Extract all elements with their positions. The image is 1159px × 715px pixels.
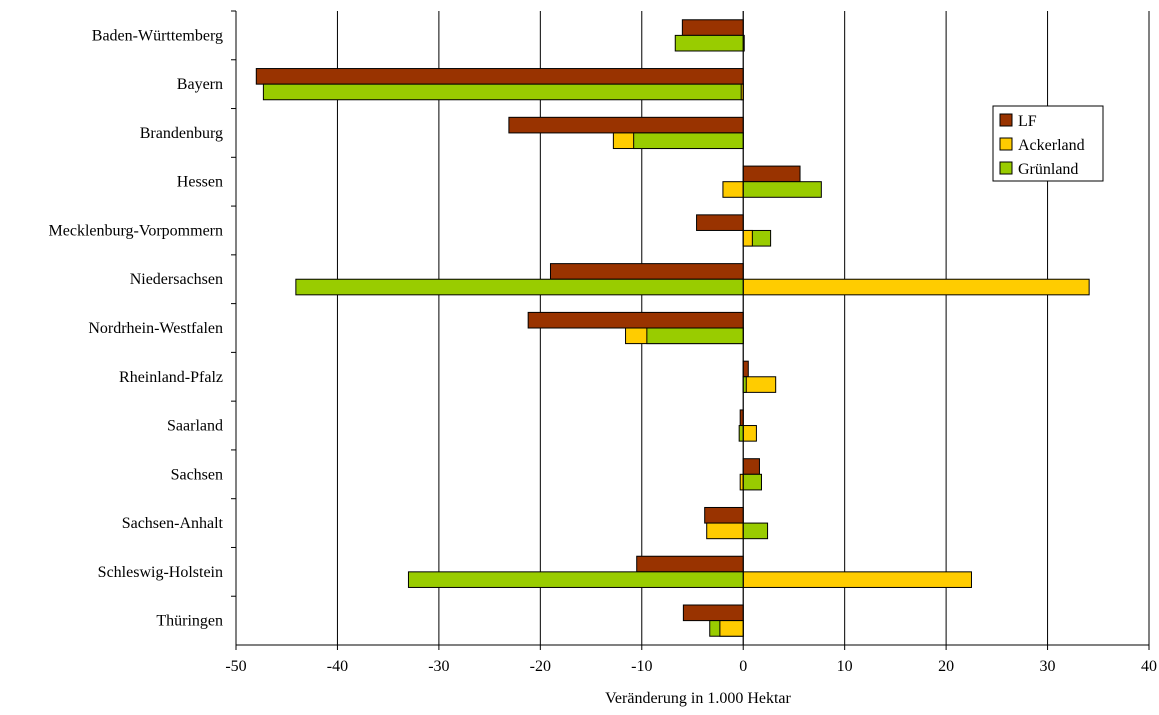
bar bbox=[742, 229, 753, 247]
category-label: Schleswig-Holstein bbox=[98, 564, 223, 581]
bar bbox=[682, 604, 744, 622]
legend-label: Grünland bbox=[1018, 161, 1078, 178]
bar bbox=[742, 376, 777, 393]
category-label: Thüringen bbox=[156, 613, 223, 630]
legend-swatch bbox=[999, 161, 1013, 175]
bar bbox=[527, 311, 744, 329]
x-tick-label: -40 bbox=[327, 658, 348, 675]
bar bbox=[719, 620, 744, 637]
bar bbox=[407, 571, 744, 588]
bar bbox=[636, 555, 744, 573]
legend-swatch bbox=[999, 137, 1013, 151]
bar bbox=[722, 181, 744, 198]
bar bbox=[706, 522, 744, 540]
legend-label: Ackerland bbox=[1018, 137, 1085, 154]
bar bbox=[295, 278, 744, 296]
bar bbox=[742, 571, 972, 588]
legend: LF Ackerland Grünland bbox=[992, 105, 1104, 182]
bar bbox=[633, 132, 744, 150]
category-label: Niedersachsen bbox=[130, 271, 223, 288]
bar bbox=[674, 34, 744, 52]
legend-label: LF bbox=[1018, 113, 1037, 130]
x-axis-title: Veränderung in 1.000 Hektar bbox=[605, 690, 791, 707]
bar bbox=[646, 327, 744, 345]
bar bbox=[742, 425, 757, 442]
category-label: Sachsen-Anhalt bbox=[122, 515, 224, 532]
bars bbox=[255, 19, 1090, 637]
labels: -50 -40 -30 -20 -10 0 10 20 30 40 Baden-Württember… bbox=[49, 27, 1157, 675]
bar bbox=[742, 522, 769, 540]
bar bbox=[696, 214, 744, 231]
x-tick-label: 40 bbox=[1141, 658, 1157, 675]
bar bbox=[681, 19, 744, 36]
category-label: Hessen bbox=[177, 174, 223, 191]
category-label: Bayern bbox=[177, 76, 223, 93]
bar bbox=[742, 458, 760, 475]
category-label: Saarland bbox=[167, 418, 223, 435]
bar bbox=[262, 83, 744, 101]
category-label: Baden-Württemberg bbox=[92, 27, 223, 44]
x-tick-label: 30 bbox=[1040, 658, 1056, 675]
x-tick-label: -10 bbox=[631, 658, 652, 675]
category-label: Rheinland-Pfalz bbox=[119, 369, 223, 386]
x-tick-label: -50 bbox=[225, 658, 246, 675]
category-label: Mecklenburg-Vorpommern bbox=[49, 222, 223, 239]
x-tick-label: 10 bbox=[837, 658, 853, 675]
bar bbox=[742, 473, 762, 491]
bar bbox=[742, 278, 1090, 296]
bar bbox=[704, 506, 744, 524]
x-tick-label: 0 bbox=[739, 658, 747, 675]
legend-swatch bbox=[999, 113, 1013, 127]
axes bbox=[231, 10, 1150, 650]
category-label: Nordrhein-Westfalen bbox=[88, 320, 223, 337]
bar bbox=[742, 360, 749, 378]
bar bbox=[549, 263, 744, 280]
bar bbox=[742, 181, 822, 198]
bar bbox=[255, 68, 744, 85]
bar bbox=[742, 165, 801, 183]
category-label: Brandenburg bbox=[140, 125, 223, 142]
category-label: Sachsen bbox=[171, 466, 223, 483]
bar bbox=[738, 425, 744, 442]
x-tick-label: 20 bbox=[938, 658, 954, 675]
x-tick-label: -20 bbox=[530, 658, 551, 675]
x-tick-label: -30 bbox=[428, 658, 449, 675]
bar bbox=[508, 116, 744, 134]
